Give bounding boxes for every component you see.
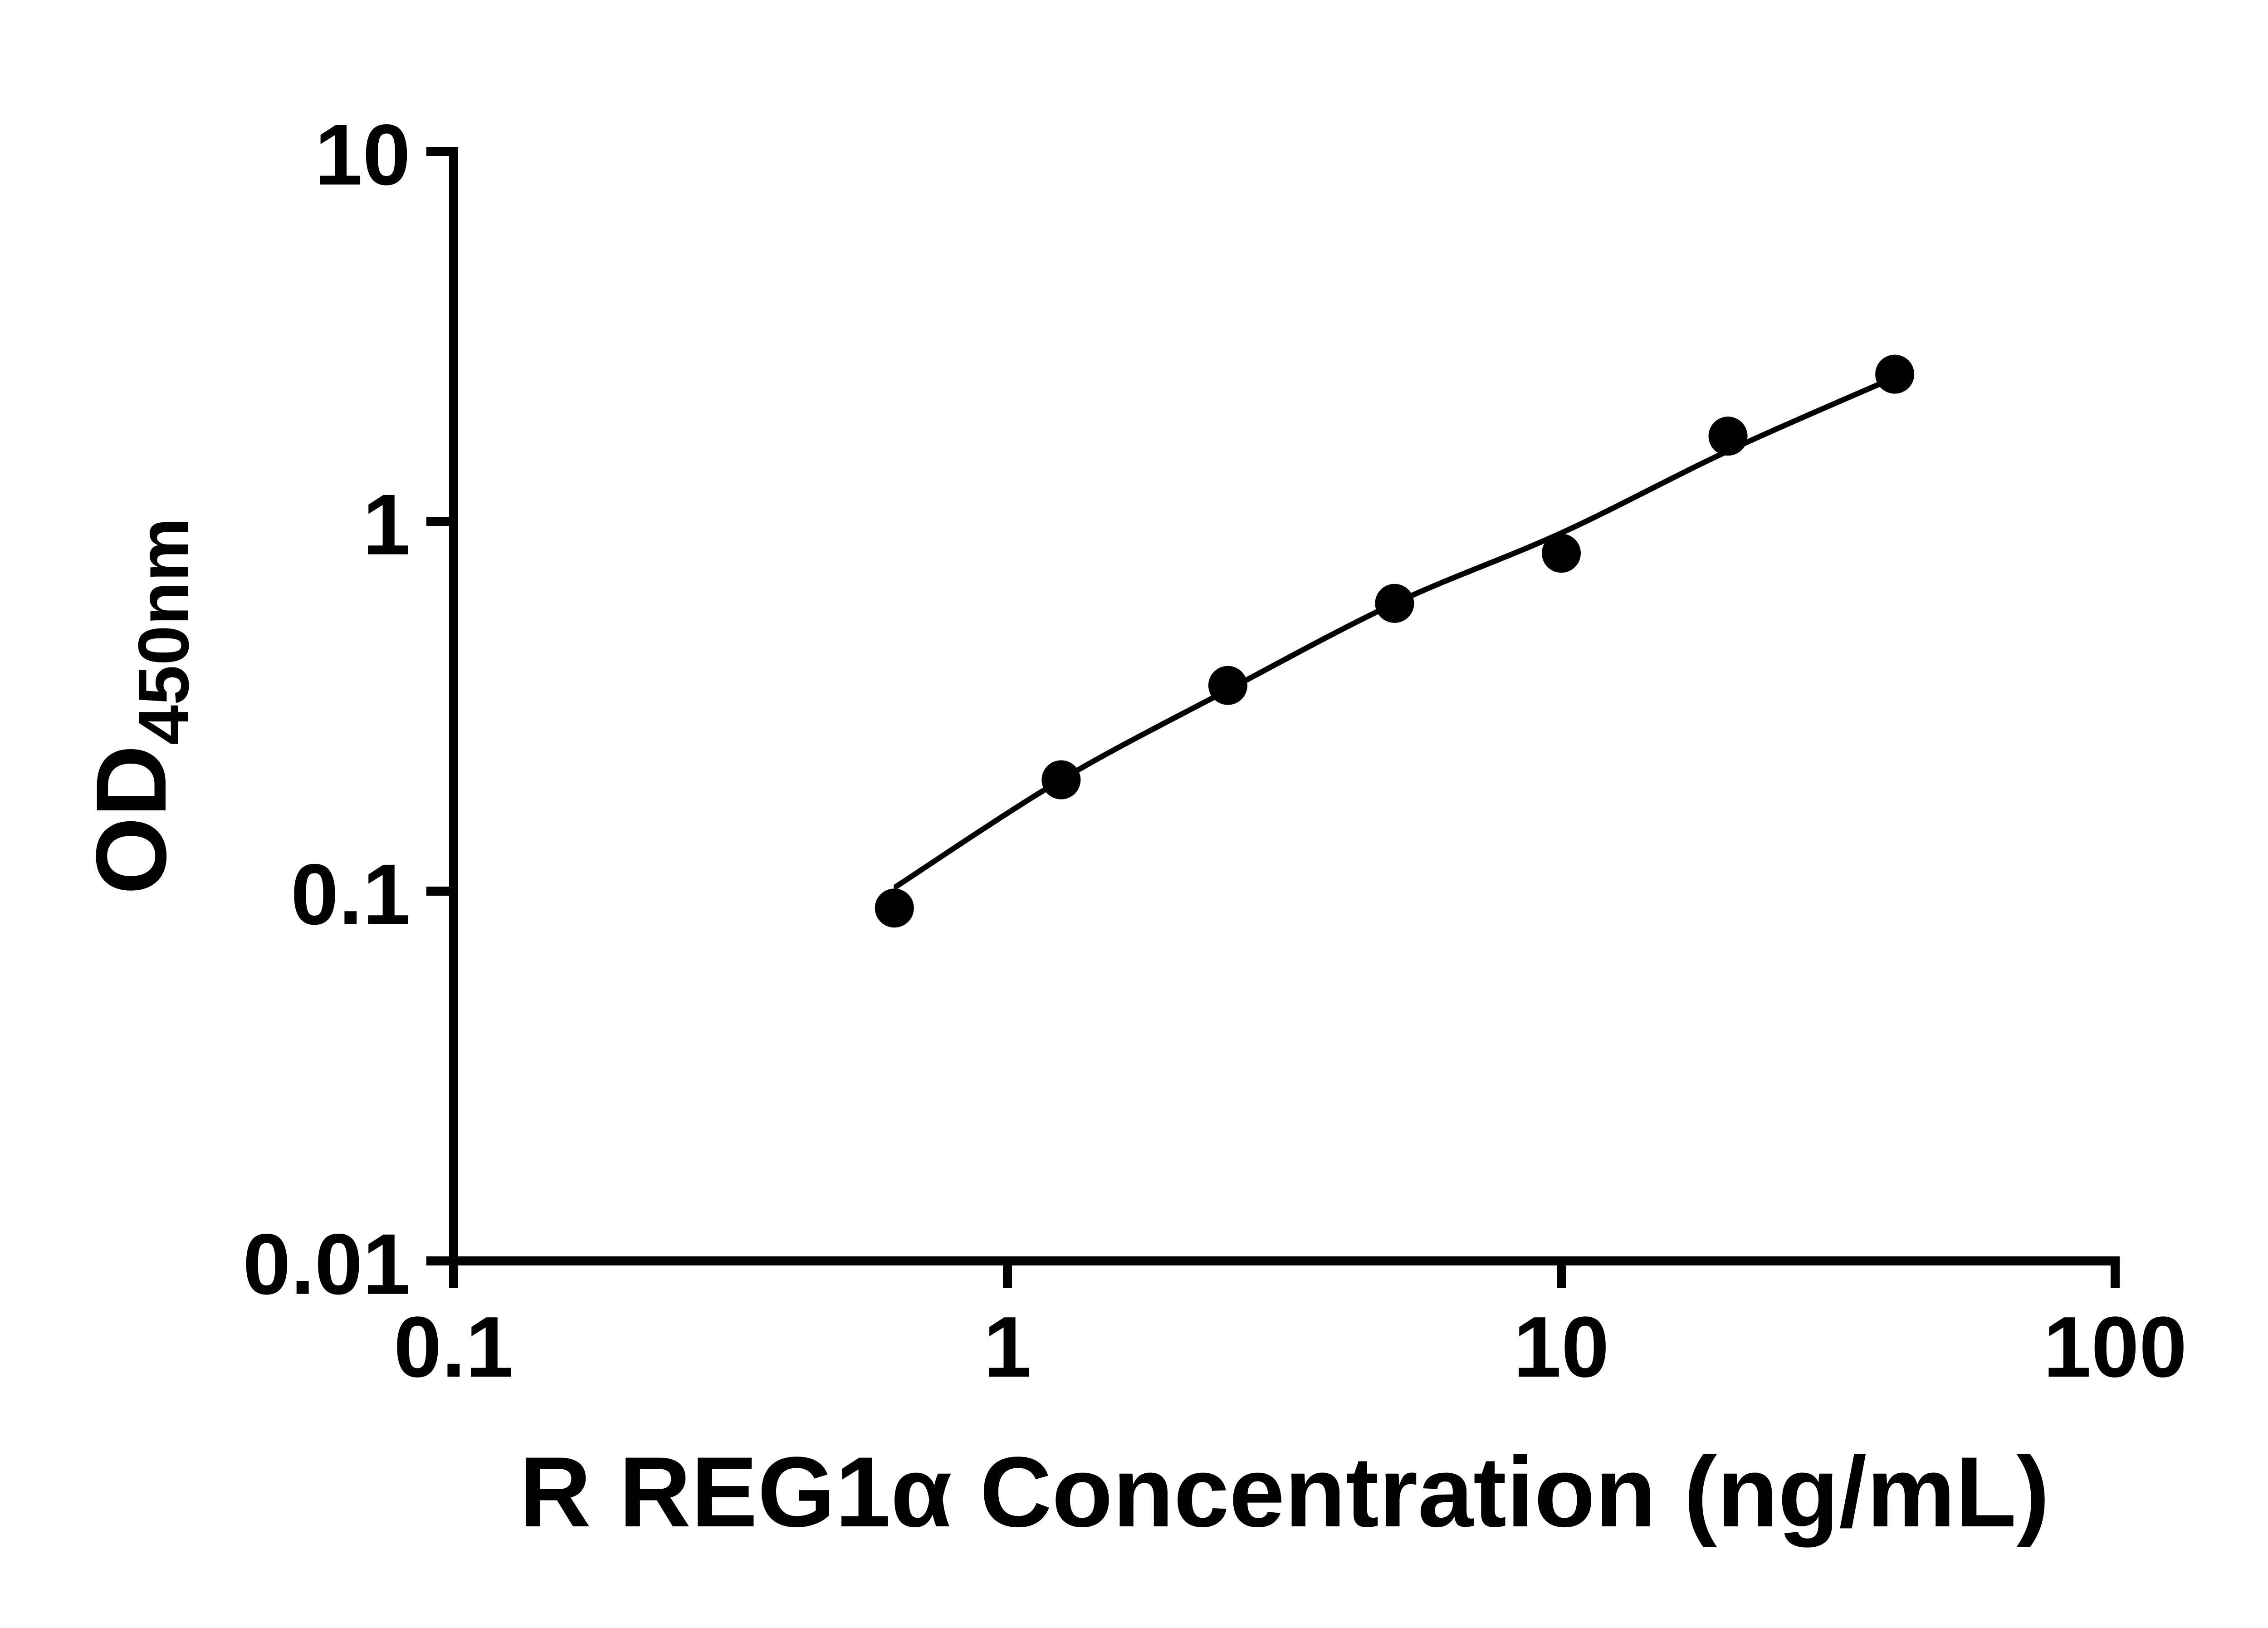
- x-tick-label: 0.1: [394, 1299, 513, 1395]
- data-point: [1708, 417, 1748, 456]
- y-axis-title-main: OD: [75, 745, 187, 895]
- y-tick-label: 0.01: [243, 1216, 411, 1313]
- y-tick-label: 10: [315, 107, 411, 203]
- y-axis-title: OD450nm: [75, 518, 204, 895]
- x-tick-label: 10: [1513, 1299, 1609, 1395]
- x-tick-label: 1: [983, 1299, 1031, 1395]
- y-tick-label: 0.1: [291, 847, 411, 943]
- data-point: [1041, 760, 1081, 799]
- data-point: [1375, 584, 1414, 623]
- data-point: [1875, 354, 1915, 394]
- y-tick-label: 1: [362, 477, 411, 573]
- y-axis-title-subscript: 450nm: [124, 518, 204, 745]
- data-point: [1542, 534, 1581, 573]
- data-point: [875, 888, 914, 928]
- x-axis-title: R REG1α Concentration (ng/mL): [519, 1436, 2049, 1548]
- x-tick-label: 100: [2043, 1299, 2187, 1395]
- data-point: [1208, 666, 1247, 705]
